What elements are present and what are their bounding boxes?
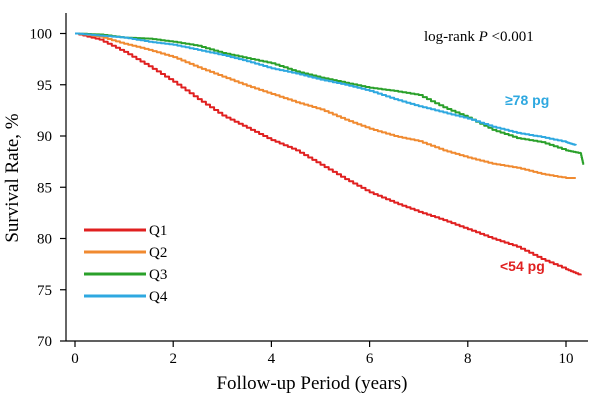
legend-label-q3: Q3 xyxy=(149,267,167,283)
series-line-q1 xyxy=(75,32,582,276)
axes xyxy=(65,13,588,342)
y-axis-title: Survival Rate, % xyxy=(2,113,23,242)
series-line-q4 xyxy=(75,32,577,146)
log-rank-annotation: log-rank P <0.001 xyxy=(424,29,534,45)
y-tick-label-85: 85 xyxy=(37,180,52,196)
annotation-p: P xyxy=(478,29,488,45)
y-tick-label-95: 95 xyxy=(37,78,52,94)
legend: Q1 Q2 Q3 Q4 xyxy=(84,223,168,305)
x-tick-label-10: 10 xyxy=(559,351,574,367)
series-layer xyxy=(75,32,585,276)
x-tick-label-4: 4 xyxy=(268,351,276,367)
tick-marks: 0 2 4 6 8 10 70 75 80 85 90 95 100 xyxy=(30,27,574,368)
end-label-low: <54 pg xyxy=(500,258,545,274)
y-tick-label-100: 100 xyxy=(30,27,53,43)
x-tick-label-8: 8 xyxy=(464,351,472,367)
x-tick-label-6: 6 xyxy=(366,351,374,367)
y-tick-label-80: 80 xyxy=(37,232,52,248)
x-tick-label-2: 2 xyxy=(169,351,177,367)
series-line-q3 xyxy=(75,32,585,165)
annotation-suffix: <0.001 xyxy=(488,29,534,45)
series-line-q2 xyxy=(75,32,576,179)
legend-label-q4: Q4 xyxy=(149,289,168,305)
y-tick-label-75: 75 xyxy=(37,283,52,299)
x-axis-title: Follow-up Period (years) xyxy=(216,373,407,394)
legend-label-q1: Q1 xyxy=(149,223,167,239)
annotation-prefix: log-rank xyxy=(424,29,479,45)
y-tick-label-90: 90 xyxy=(37,129,52,145)
legend-label-q2: Q2 xyxy=(149,245,167,261)
x-tick-label-0: 0 xyxy=(71,351,79,367)
y-tick-label-70: 70 xyxy=(37,334,52,350)
end-label-high: ≥78 pg xyxy=(505,92,549,108)
